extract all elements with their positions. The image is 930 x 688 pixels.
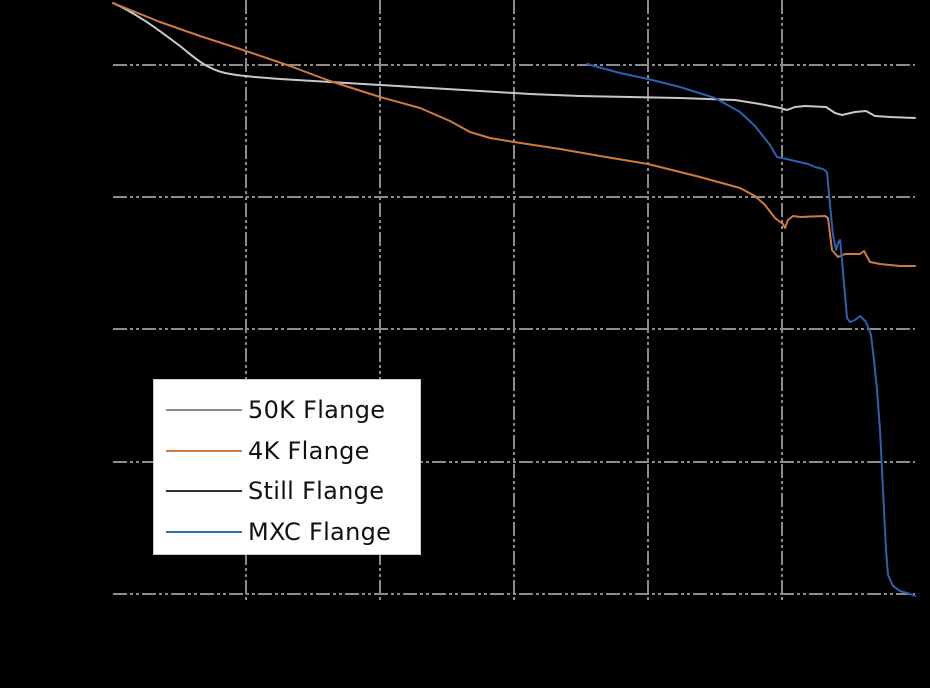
legend-label: 50K Flange xyxy=(248,396,386,424)
legend: 50K Flange 4K Flange Still Flange MXC Fl… xyxy=(153,379,421,555)
series-mxc-flange xyxy=(586,63,916,597)
series-50k-flange xyxy=(112,2,916,119)
legend-label: 4K Flange xyxy=(248,437,370,465)
legend-label: MXC Flange xyxy=(248,518,392,546)
legend-label: Still Flange xyxy=(248,477,385,505)
gridlines xyxy=(113,0,915,600)
legend-item-mxc-flange: MXC Flange xyxy=(166,512,391,552)
legend-swatch-mxc xyxy=(166,531,242,533)
legend-item-50k-flange: 50K Flange xyxy=(166,390,385,430)
legend-item-4k-flange: 4K Flange xyxy=(166,431,370,471)
legend-item-still-flange: Still Flange xyxy=(166,471,384,511)
legend-swatch-50k xyxy=(166,409,242,411)
series-4k-flange xyxy=(112,2,916,267)
legend-swatch-4k xyxy=(166,450,242,452)
legend-swatch-still xyxy=(166,490,242,492)
